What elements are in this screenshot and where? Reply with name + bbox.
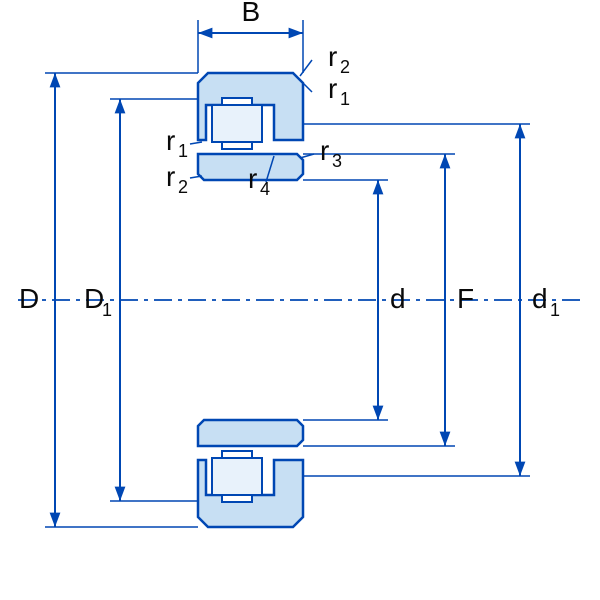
tick-r1-left bbox=[190, 142, 202, 144]
roller-bot bbox=[212, 458, 262, 495]
r2-left-sub: 2 bbox=[178, 177, 188, 197]
dim-D1-sub: 1 bbox=[102, 300, 112, 320]
dim-d1-sub: 1 bbox=[550, 300, 560, 320]
r4-sub: 4 bbox=[260, 179, 270, 199]
r1-left-sub: 1 bbox=[178, 141, 188, 161]
r3: r bbox=[320, 135, 329, 166]
dim-B-label: B bbox=[242, 0, 261, 27]
r4: r bbox=[248, 163, 257, 194]
inner-ring-bot bbox=[198, 420, 303, 446]
tick-r2-top bbox=[300, 60, 312, 76]
r3-sub: 3 bbox=[332, 151, 342, 171]
dim-D-label: D bbox=[19, 283, 39, 314]
r1-top: r bbox=[328, 73, 337, 104]
dim-F-label: F bbox=[457, 283, 474, 314]
r2-top: r bbox=[328, 41, 337, 72]
roller-top bbox=[212, 105, 262, 142]
r1-left: r bbox=[166, 125, 175, 156]
r2-top-sub: 2 bbox=[340, 57, 350, 77]
r2-left: r bbox=[166, 161, 175, 192]
bearing-diagram: DD1dFd1Br2r1r1r2r3r4 bbox=[0, 0, 600, 600]
dim-d1-label: d bbox=[532, 283, 548, 314]
r1-top-sub: 1 bbox=[340, 89, 350, 109]
dim-d-label: d bbox=[390, 283, 406, 314]
